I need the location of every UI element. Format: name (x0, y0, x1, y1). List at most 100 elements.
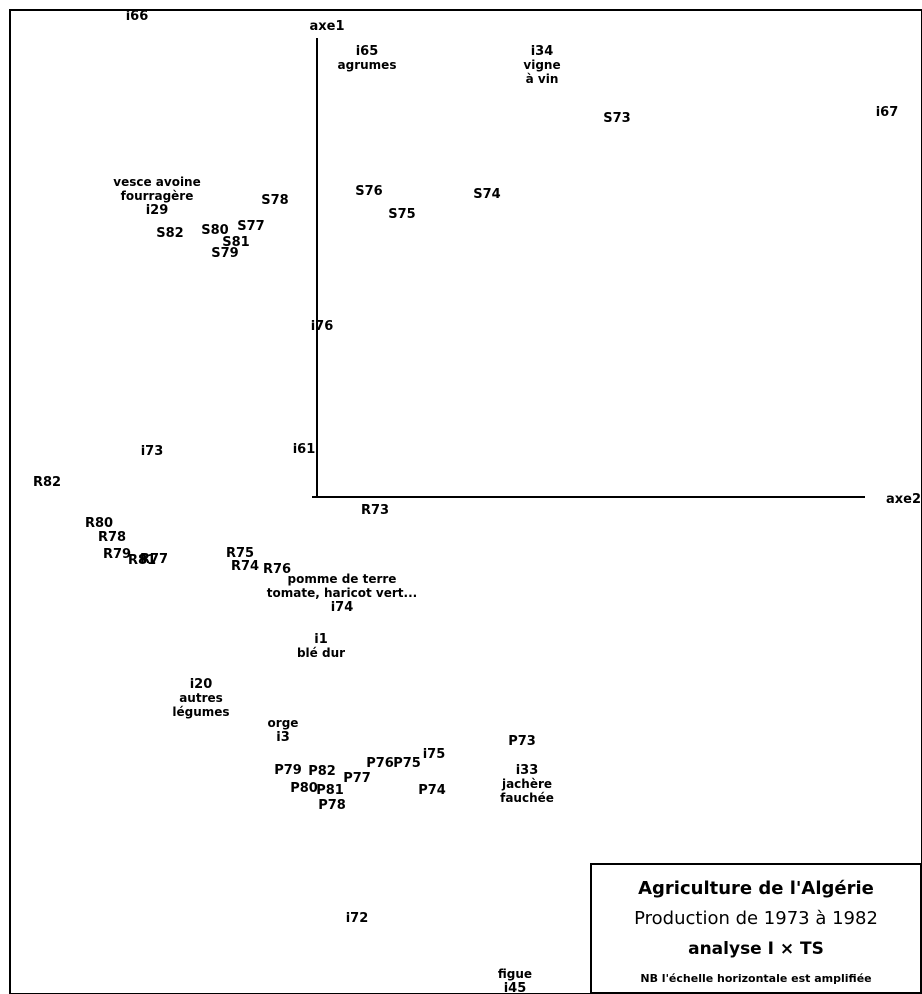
point-label: i1 (314, 632, 328, 647)
point-s81: S81 (222, 235, 249, 250)
point-s82: S82 (156, 226, 183, 241)
point-i73: i73 (141, 444, 164, 459)
point-label: R76 (263, 562, 291, 577)
point-label: i76 (311, 319, 334, 334)
point-i61: i61 (293, 442, 316, 457)
point-p73: P73 (508, 734, 536, 749)
point-r81: R81 (128, 553, 156, 568)
point-caption: vigne (523, 58, 560, 72)
point-label: i20 (190, 677, 213, 692)
point-label: R81 (128, 553, 156, 568)
vertical-axis-label: axe1 (309, 19, 344, 34)
point-r77: R77 (140, 552, 168, 567)
point-label: P73 (508, 734, 536, 749)
point-label: R78 (98, 530, 126, 545)
point-label: R82 (33, 475, 61, 490)
point-p78: P78 (318, 798, 346, 813)
point-label: S82 (156, 226, 183, 241)
point-s73: S73 (603, 111, 630, 126)
point-label: P75 (393, 756, 421, 771)
point-label: S76 (355, 184, 382, 199)
point-label: R75 (226, 546, 254, 561)
point-p75: P75 (393, 756, 421, 771)
point-label: R80 (85, 516, 113, 531)
point-s74: S74 (473, 187, 500, 202)
point-label: P82 (308, 764, 336, 779)
point-label: S79 (211, 246, 238, 261)
point-r82: R82 (33, 475, 61, 490)
point-s76: S76 (355, 184, 382, 199)
point-caption: autres (179, 691, 223, 705)
legend-analysis: analyse I × TS (688, 939, 824, 959)
point-s77: S77 (237, 219, 264, 234)
point-label: S77 (237, 219, 264, 234)
legend-box (590, 863, 922, 994)
point-caption: vesce avoine (113, 175, 201, 189)
point-r75: R75 (226, 546, 254, 561)
point-i72: i72 (346, 911, 369, 926)
point-s80: S80 (201, 223, 228, 238)
point-r78: R78 (98, 530, 126, 545)
point-caption: à vin (526, 72, 559, 86)
point-caption: figue (498, 967, 532, 981)
point-label: i73 (141, 444, 164, 459)
point-label: i66 (126, 9, 149, 24)
plot-frame (9, 9, 922, 994)
point-label: S73 (603, 111, 630, 126)
legend-subtitle: Production de 1973 à 1982 (634, 908, 878, 929)
point-label: i3 (276, 730, 290, 745)
point-label: i67 (876, 105, 899, 120)
point-p76: P76 (366, 756, 394, 771)
point-label: R73 (361, 503, 389, 518)
point-caption: agrumes (338, 58, 397, 72)
point-label: P76 (366, 756, 394, 771)
point-caption: tomate, haricot vert... (267, 586, 417, 600)
point-label: R77 (140, 552, 168, 567)
point-label: i61 (293, 442, 316, 457)
point-label: S74 (473, 187, 500, 202)
point-caption: légumes (172, 705, 229, 719)
legend-title: Agriculture de l'Algérie (638, 878, 874, 899)
point-label: S75 (388, 207, 415, 222)
point-label: P78 (318, 798, 346, 813)
point-i66: i66 (126, 9, 149, 24)
point-p74: P74 (418, 783, 446, 798)
point-label: i65 (356, 44, 379, 59)
point-p80: P80 (290, 781, 318, 796)
point-label: i33 (516, 763, 539, 778)
point-caption: orge (268, 716, 299, 730)
point-label: S78 (261, 193, 288, 208)
point-s78: S78 (261, 193, 288, 208)
point-label: S80 (201, 223, 228, 238)
point-label: i72 (346, 911, 369, 926)
point-s79: S79 (211, 246, 238, 261)
point-label: P81 (316, 783, 344, 798)
point-label: P74 (418, 783, 446, 798)
point-label: R79 (103, 547, 131, 562)
point-caption: blé dur (297, 646, 345, 660)
point-i76: i76 (311, 319, 334, 334)
point-i75: i75 (423, 747, 446, 762)
point-caption: jachère (501, 777, 552, 791)
point-label: i75 (423, 747, 446, 762)
point-caption: fauchée (500, 791, 554, 805)
legend: Agriculture de l'Algérie Production de 1… (590, 863, 922, 994)
point-p79: P79 (274, 763, 302, 778)
point-r73: R73 (361, 503, 389, 518)
point-label: R74 (231, 559, 259, 574)
point-r79: R79 (103, 547, 131, 562)
point-p82: P82 (308, 764, 336, 779)
point-r80: R80 (85, 516, 113, 531)
point-caption: pomme de terre (288, 572, 397, 586)
